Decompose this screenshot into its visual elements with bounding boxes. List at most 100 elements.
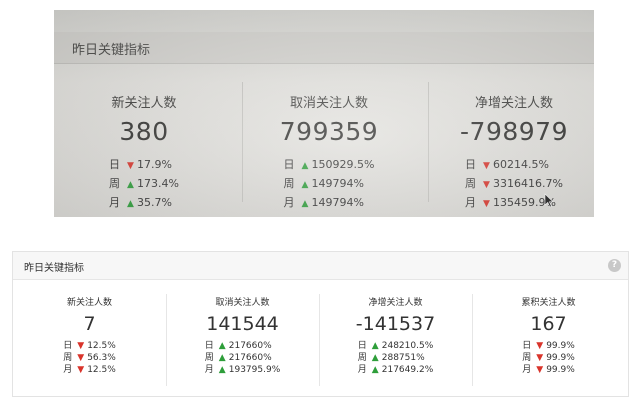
change-value: 217660% — [228, 353, 272, 363]
metric-changes: 日 ▼ 99.9% 周 ▼ 99.9% 月 ▼ 99.9% — [522, 340, 575, 376]
metric-changes: 日 ▼ 17.9% 周 ▲ 173.4% 月 ▲ 35.7% — [109, 156, 179, 213]
change-value: 217649.2% — [381, 365, 434, 375]
up-arrow-icon: ▲ — [371, 341, 379, 351]
period-label: 月 — [522, 365, 532, 375]
down-arrow-icon: ▼ — [536, 365, 544, 375]
mouse-cursor-icon — [544, 193, 554, 212]
up-arrow-icon: ▲ — [301, 180, 309, 190]
change-row-week: 周 ▼ 99.9% — [522, 352, 575, 364]
metric-total-followers: 累积关注人数 167 日 ▼ 99.9% 周 ▼ 99.9% 月 ▼ 99.9% — [472, 280, 625, 396]
up-arrow-icon: ▲ — [127, 199, 134, 209]
metric-value: 799359 — [279, 117, 379, 146]
period-label: 日 — [522, 341, 532, 351]
period-label: 月 — [283, 196, 295, 209]
period-label: 月 — [357, 365, 367, 375]
column-divider — [242, 82, 243, 202]
change-row-day: 日 ▼ 17.9% — [109, 156, 179, 175]
photo-panel-title: 昨日关键指标 — [72, 43, 151, 58]
metric-label: 取消关注人数 — [215, 298, 270, 308]
change-row-day: 日 ▲ 248210.5% — [358, 340, 434, 352]
period-label: 周 — [357, 353, 367, 363]
period-label: 周 — [109, 177, 121, 190]
change-value: 149794% — [311, 177, 364, 190]
change-row-month: 月 ▼ 12.5% — [63, 364, 116, 376]
period-label: 月 — [465, 196, 477, 209]
change-value: 217660% — [228, 341, 272, 351]
change-row-month: 月 ▲ 217649.2% — [358, 364, 434, 376]
metric-label: 新关注人数 — [66, 298, 112, 308]
change-row-week: 周 ▲ 149794% — [284, 175, 375, 194]
down-arrow-icon: ▼ — [536, 341, 544, 351]
metric-label: 净增关注人数 — [474, 96, 553, 111]
change-row-month: 月 ▲ 149794% — [284, 194, 375, 213]
down-arrow-icon: ▼ — [127, 161, 134, 171]
period-label: 日 — [204, 341, 214, 351]
period-label: 日 — [357, 341, 367, 351]
help-icon[interactable]: ? — [608, 259, 621, 272]
change-value: 135459.9% — [493, 196, 556, 209]
photo-dashboard-panel: 昨日关键指标 新关注人数 380 日 ▼ 17.9% 周 ▲ 173.4% 月 ▲ 35.7… — [54, 10, 594, 217]
change-value: 149794% — [311, 196, 364, 209]
change-value: 288751% — [381, 353, 425, 363]
change-row-week: 周 ▲ 173.4% — [109, 175, 179, 194]
metric-value: -798979 — [460, 117, 568, 146]
period-label: 日 — [465, 158, 477, 171]
metric-value: -141537 — [355, 313, 436, 335]
change-row-month: 月 ▼ 99.9% — [522, 364, 575, 376]
metric-label: 累积关注人数 — [521, 298, 576, 308]
change-value: 99.9% — [546, 365, 575, 375]
metric-value: 141544 — [206, 313, 279, 335]
metric-changes: 日 ▲ 150929.5% 周 ▲ 149794% 月 ▲ 149794% — [284, 156, 375, 213]
change-value: 60214.5% — [493, 158, 549, 171]
metric-label: 净增关注人数 — [368, 298, 423, 308]
column-divider — [472, 294, 473, 386]
change-row-week: 周 ▼ 56.3% — [63, 352, 116, 364]
down-arrow-icon: ▼ — [483, 180, 490, 190]
change-row-day: 日 ▲ 150929.5% — [284, 156, 375, 175]
change-value: 173.4% — [137, 177, 179, 190]
change-value: 99.9% — [546, 353, 575, 363]
period-label: 月 — [63, 365, 73, 375]
metric-value: 167 — [530, 313, 567, 335]
up-arrow-icon: ▲ — [301, 199, 309, 209]
key-metrics-panel: 昨日关键指标 ? 新关注人数 7 日 ▼ 12.5% 周 ▼ 56.3% 月 ▼ 12.5%… — [12, 251, 629, 397]
change-row-week: 周 ▼ 3316416.7% — [465, 175, 563, 194]
change-row-week: 周 ▲ 288751% — [358, 352, 434, 364]
period-label: 月 — [204, 365, 214, 375]
change-value: 56.3% — [87, 353, 116, 363]
down-arrow-icon: ▼ — [77, 365, 85, 375]
change-row-day: 日 ▼ 99.9% — [522, 340, 575, 352]
change-row-day: 日 ▼ 12.5% — [63, 340, 116, 352]
change-row-day: 日 ▼ 60214.5% — [465, 156, 563, 175]
photo-metric-new-followers: 新关注人数 380 日 ▼ 17.9% 周 ▲ 173.4% 月 ▲ 35.7% — [54, 64, 234, 214]
metric-value: 380 — [119, 117, 169, 146]
change-value: 99.9% — [546, 341, 575, 351]
down-arrow-icon: ▼ — [483, 199, 490, 209]
metric-label: 新关注人数 — [111, 96, 177, 111]
metric-net-followers: 净增关注人数 -141537 日 ▲ 248210.5% 周 ▲ 288751% 月 ▲ 2… — [319, 280, 472, 396]
up-arrow-icon: ▲ — [218, 353, 226, 363]
metric-changes: 日 ▲ 248210.5% 周 ▲ 288751% 月 ▲ 217649.2% — [358, 340, 434, 376]
period-label: 周 — [63, 353, 73, 363]
down-arrow-icon: ▼ — [77, 353, 85, 363]
up-arrow-icon: ▲ — [371, 365, 379, 375]
panel-title: 昨日关键指标 — [24, 263, 84, 274]
metric-changes: 日 ▼ 12.5% 周 ▼ 56.3% 月 ▼ 12.5% — [63, 340, 116, 376]
photo-metric-unfollowed: 取消关注人数 799359 日 ▲ 150929.5% 周 ▲ 149794% 月 ▲ 14… — [239, 64, 419, 214]
up-arrow-icon: ▲ — [218, 365, 226, 375]
metric-label: 取消关注人数 — [289, 96, 368, 111]
change-value: 17.9% — [137, 158, 172, 171]
column-divider — [166, 294, 167, 386]
change-row-day: 日 ▲ 217660% — [205, 340, 281, 352]
metric-value: 7 — [83, 313, 96, 335]
period-label: 周 — [283, 177, 295, 190]
metric-changes: 日 ▼ 60214.5% 周 ▼ 3316416.7% 月 ▼ 135459.9% — [465, 156, 563, 213]
up-arrow-icon: ▲ — [218, 341, 226, 351]
period-label: 日 — [63, 341, 73, 351]
change-value: 3316416.7% — [493, 177, 563, 190]
change-value: 12.5% — [87, 341, 116, 351]
column-divider — [319, 294, 320, 386]
period-label: 日 — [283, 158, 295, 171]
column-divider — [428, 82, 429, 202]
down-arrow-icon: ▼ — [483, 161, 490, 171]
